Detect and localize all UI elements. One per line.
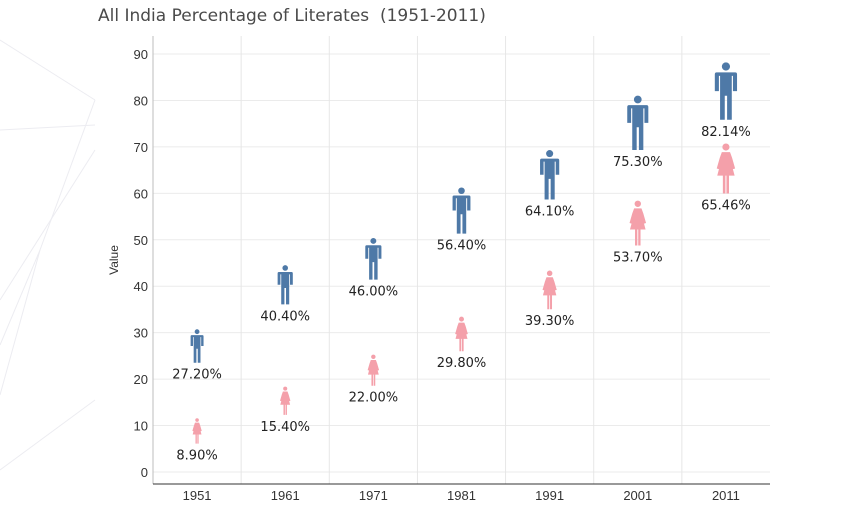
male-figure-icon [452,187,471,234]
x-tick-label: 1971 [359,488,388,503]
female-figure-icon [716,143,736,194]
axes: 0 10 20 30 40 50 60 70 80 90 1951 1961 1971 1981 1991 2… [134,36,770,503]
data-label: 29.80% [437,356,487,371]
y-tick-label: 90 [134,47,148,62]
y-axis-title: Value [107,245,121,275]
y-tick-label: 10 [134,419,148,434]
data-label: 64.10% [525,205,575,220]
data-label: 82.14% [701,125,751,140]
data-marks [190,62,738,444]
grid [153,36,770,484]
female-figure-icon [192,418,202,444]
x-tick-label: 1951 [183,488,212,503]
data-label: 22.00% [349,391,399,406]
male-figure-icon [540,150,560,200]
y-tick-label: 50 [134,233,148,248]
x-tick-label: 1961 [271,488,300,503]
y-tick-label: 0 [141,465,148,480]
x-tick-label: 2011 [712,488,740,503]
male-figure-icon [365,237,382,280]
data-label: 39.30% [525,314,575,329]
female-figure-icon [367,354,380,386]
x-tick-label: 1991 [535,488,564,503]
data-label: 40.40% [260,309,310,324]
data-label: 27.20% [172,368,222,383]
y-tick-label: 20 [134,372,148,387]
y-tick-label: 80 [134,93,148,108]
x-tick-label: 1981 [447,488,476,503]
male-figure-icon [627,95,649,151]
x-tick-label: 2001 [623,488,652,503]
female-figure-icon [455,316,468,352]
y-tick-label: 60 [134,186,148,201]
data-labels: 27.20% 40.40% 46.00% 56.40% 64.10% 75.30% 82.1… [172,125,750,464]
female-figure-icon [542,270,557,310]
data-label: 46.00% [349,285,399,300]
data-label: 15.40% [260,420,310,435]
data-label: 8.90% [176,449,217,464]
male-figure-icon [714,62,738,120]
male-figure-icon [190,329,204,363]
data-label: 75.30% [613,155,663,170]
y-tick-label: 70 [134,140,148,155]
y-tick-label: 40 [134,279,148,294]
data-label: 65.46% [701,199,751,214]
chart-title: All India Percentage of Literates (1951-… [98,6,486,26]
male-figure-icon [277,265,293,305]
female-figure-icon [629,200,647,246]
female-figure-icon [280,386,291,415]
y-tick-label: 30 [134,326,148,341]
data-label: 56.40% [437,239,487,254]
data-label: 53.70% [613,251,663,266]
